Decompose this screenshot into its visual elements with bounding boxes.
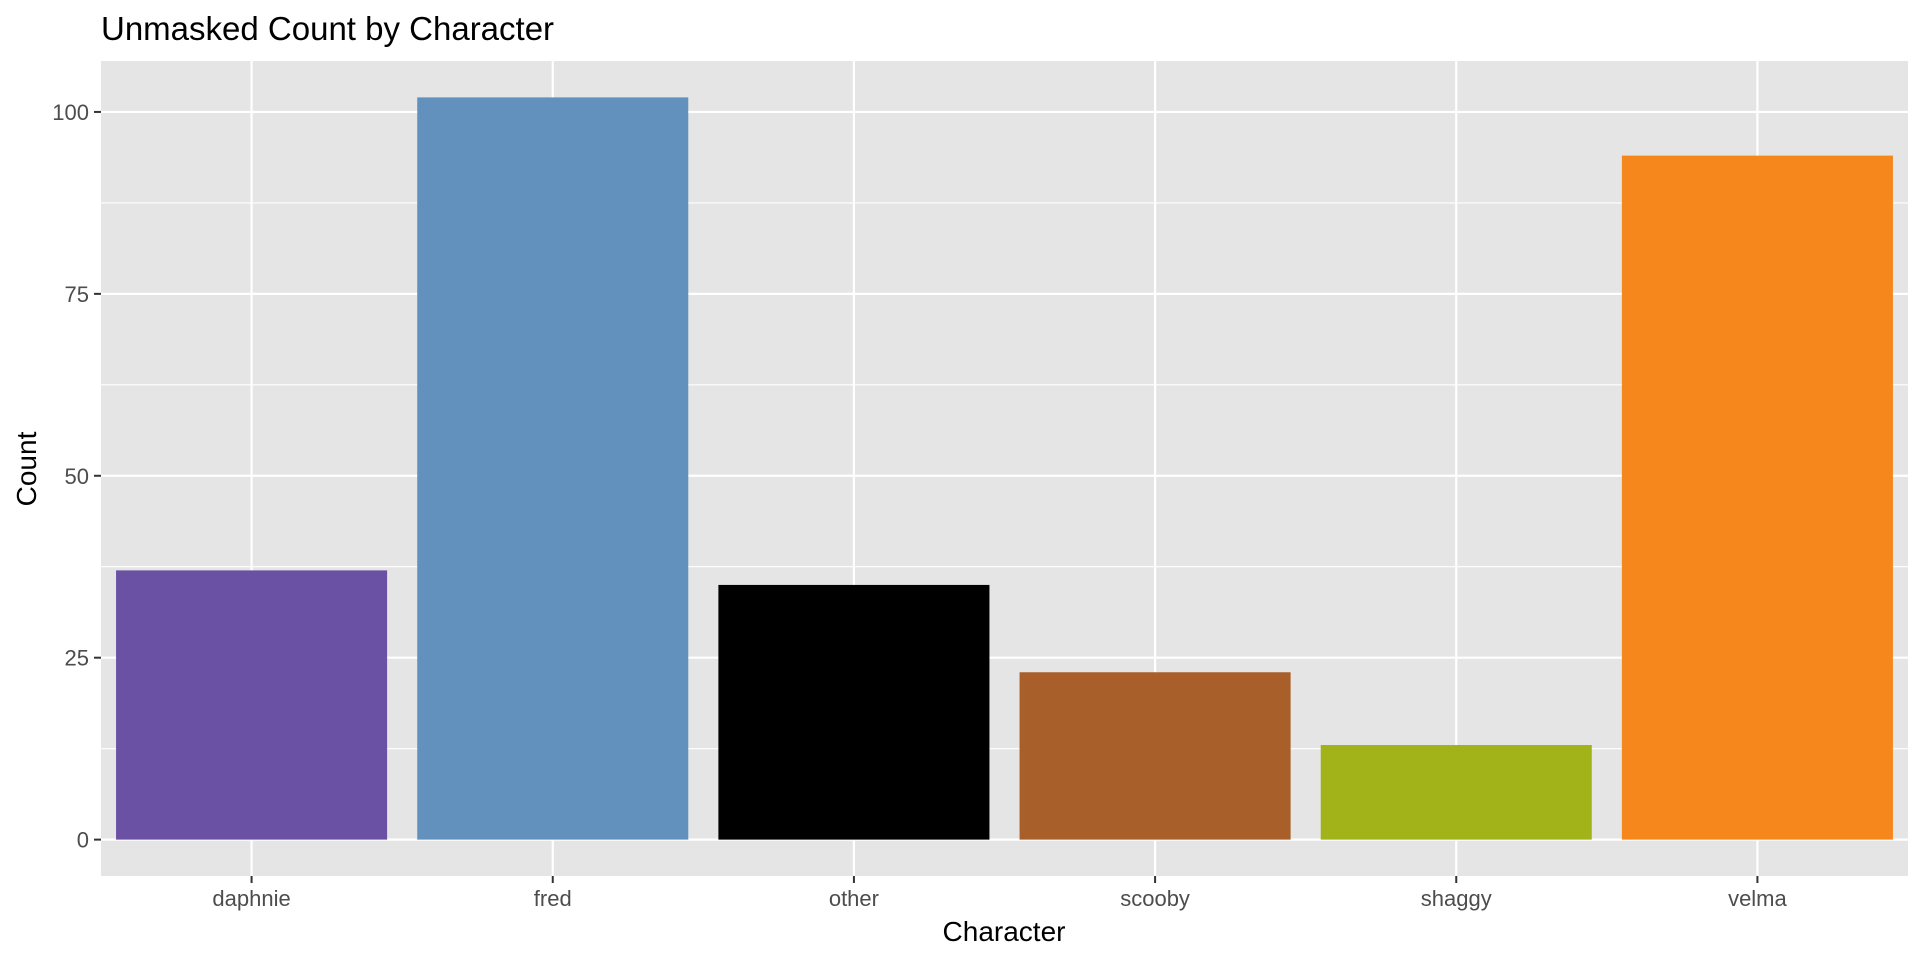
minor-gridlines	[101, 202, 1908, 750]
y-axis-title: Count	[11, 431, 42, 506]
y-tick-label: 100	[52, 100, 89, 125]
bars	[116, 97, 1893, 840]
y-tick-label: 75	[65, 282, 89, 307]
chart-title: Unmasked Count by Character	[101, 10, 554, 47]
bar-other	[718, 584, 990, 840]
y-axis: 0 25 50 75 100	[52, 100, 101, 853]
bar-daphnie	[116, 570, 388, 840]
x-tick-label: daphnie	[212, 886, 290, 911]
x-tick-label: fred	[534, 886, 572, 911]
bar-velma	[1621, 155, 1893, 840]
plot-panel	[101, 61, 1908, 876]
x-tick-label: shaggy	[1421, 886, 1492, 911]
x-tick-label: velma	[1728, 886, 1787, 911]
x-tick-label: scooby	[1120, 886, 1190, 911]
x-axis-title: Character	[943, 916, 1066, 947]
bar-fred	[417, 97, 689, 840]
y-tick-label: 0	[77, 828, 89, 853]
y-tick-label: 50	[65, 464, 89, 489]
bar-shaggy	[1320, 745, 1592, 840]
y-tick-label: 25	[65, 646, 89, 671]
bar-scooby	[1019, 672, 1291, 840]
x-tick-label: other	[829, 886, 879, 911]
x-axis: daphnie fred other scooby shaggy velma	[212, 876, 1788, 911]
